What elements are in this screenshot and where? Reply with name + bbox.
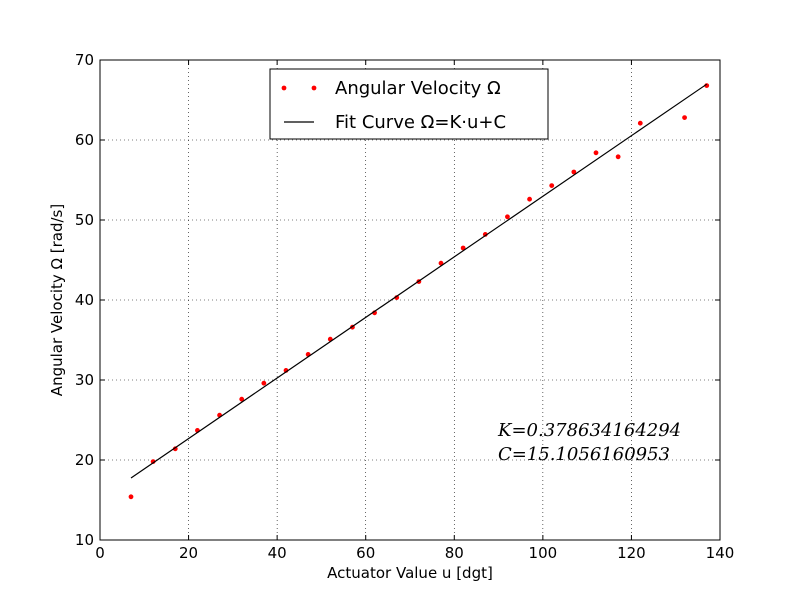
data-point (549, 183, 555, 189)
axis-ticks: 0 20 40 60 80 100 120 140 10 20 30 40 50 60 70 (75, 51, 734, 562)
data-point (637, 120, 643, 126)
data-point (593, 150, 599, 156)
data-point (505, 214, 510, 220)
legend-label: Angular Velocity Ω (335, 78, 501, 99)
fit-parameter-label: C=15.1056160953 (498, 444, 670, 465)
plot-series (128, 83, 710, 500)
fit-curve-line (130, 83, 708, 479)
x-tick-label: 100 (529, 544, 558, 562)
y-axis-label: Angular Velocity Ω [rad/s] (48, 204, 66, 396)
legend-entry: Fit Curve Ω=K·u+C (284, 112, 506, 133)
x-tick-label: 140 (706, 544, 735, 562)
data-point (150, 459, 156, 464)
legend-label: Fit Curve Ω=K·u+C (335, 112, 506, 133)
x-tick-label: 80 (445, 544, 464, 562)
data-point (128, 494, 134, 500)
fit-annotations: K=0.378634164294 C=15.1056160953 (497, 420, 681, 465)
x-tick-label: 40 (268, 544, 287, 562)
y-tick-label: 50 (75, 211, 94, 229)
grid-lines (100, 60, 720, 540)
y-tick-label: 40 (75, 291, 94, 309)
legend: Angular Velocity Ω Fit Curve Ω=K·u+C (269, 68, 549, 140)
data-point (527, 196, 532, 202)
legend-point-swatch (311, 85, 317, 91)
data-point (682, 115, 687, 120)
fit-parameter-label: K=0.378634164294 (497, 420, 681, 441)
x-tick-label: 20 (179, 544, 198, 562)
data-point (571, 169, 577, 175)
data-point (615, 154, 621, 160)
y-tick-label: 10 (75, 531, 94, 549)
y-tick-label: 30 (75, 371, 94, 389)
x-tick-label: 0 (95, 544, 105, 562)
legend-entry: Angular Velocity Ω (281, 78, 501, 99)
y-tick-label: 60 (75, 131, 94, 149)
x-tick-label: 60 (356, 544, 375, 562)
data-point (482, 232, 488, 237)
legend-point-swatch (281, 85, 287, 91)
data-point (239, 396, 245, 402)
x-tick-label: 120 (617, 544, 646, 562)
data-point (172, 446, 178, 452)
data-point (261, 380, 267, 386)
y-tick-label: 20 (75, 451, 94, 469)
data-point (460, 245, 466, 251)
y-tick-label: 70 (75, 51, 94, 69)
legend-box (269, 68, 549, 140)
x-axis-label: Actuator Value u [dgt] (327, 564, 493, 582)
